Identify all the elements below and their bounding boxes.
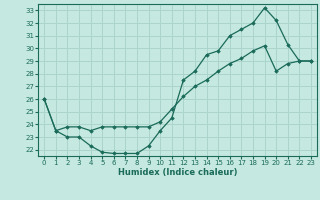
X-axis label: Humidex (Indice chaleur): Humidex (Indice chaleur): [118, 168, 237, 177]
